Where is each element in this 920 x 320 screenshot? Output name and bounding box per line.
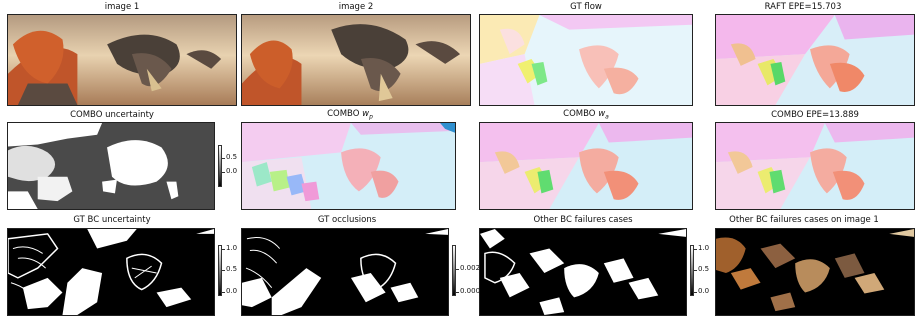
colorbar-tick: 0.5 <box>698 265 710 273</box>
title-combo-uncertainty: COMBO uncertainty <box>70 110 154 120</box>
combo-wp-image <box>241 122 456 210</box>
colorbar-other-bc <box>690 245 694 296</box>
colorbar-tick: 0.0 <box>698 287 710 295</box>
combo-flow-image <box>715 122 915 210</box>
colorbar-tick: 0.5 <box>226 265 238 273</box>
title-raft-epe: RAFT EPE=15.703 <box>764 2 842 12</box>
colorbar-tick: 0.000 <box>460 287 481 295</box>
raft-flow-image <box>715 14 915 106</box>
colorbar-tick: 0.0 <box>226 167 238 175</box>
title-image-2: image 2 <box>338 2 374 12</box>
title-gt-flow: GT flow <box>570 2 602 12</box>
other-bc-failures-image <box>479 228 687 316</box>
title-gt-bc-uncertainty: GT BC uncertainty <box>73 215 151 225</box>
combo-wa-image <box>479 122 693 210</box>
title-gt-occlusions: GT occlusions <box>317 215 377 225</box>
colorbar-gt-occlusions <box>452 245 456 296</box>
image-1 <box>7 14 237 106</box>
colorbar-gt-bc-uncertainty <box>218 245 222 296</box>
gt-bc-uncertainty-image <box>7 228 215 316</box>
colorbar-tick: 0.002 <box>460 264 481 272</box>
title-combo-epe: COMBO EPE=13.889 <box>771 110 859 120</box>
colorbar-tick: 0.0 <box>226 287 238 295</box>
colorbar-tick: 1.0 <box>698 244 710 252</box>
title-combo-wp: COMBO wp <box>327 109 373 121</box>
title-combo-wa: COMBO wa <box>563 109 609 121</box>
colorbar-tick: 1.0 <box>226 244 238 252</box>
title-other-bc-failures-image1: Other BC failures cases on image 1 <box>729 215 879 225</box>
colorbar-tick: 0.5 <box>226 153 238 161</box>
image-2 <box>241 14 471 106</box>
combo-uncertainty-image <box>7 122 215 210</box>
other-bc-failures-image1 <box>715 228 915 316</box>
gt-flow-image <box>479 14 693 106</box>
title-image-1: image 1 <box>104 2 140 12</box>
gt-occlusions-image <box>241 228 449 316</box>
title-other-bc-failures: Other BC failures cases <box>533 215 633 225</box>
colorbar-combo-uncertainty <box>218 145 222 187</box>
